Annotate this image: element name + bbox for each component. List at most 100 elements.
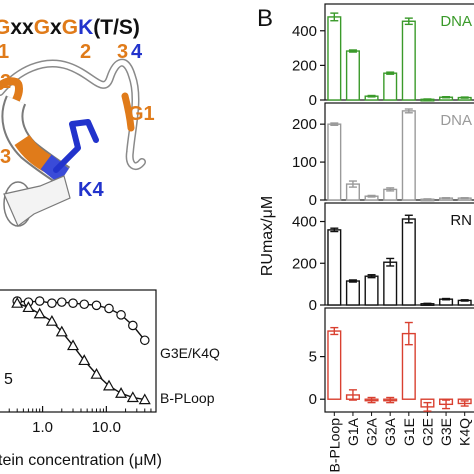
data-point-triangle [102,379,116,391]
bar-subplot: 0 200 400 RN [292,202,474,314]
bar [383,261,398,306]
data-point-triangle [66,339,80,351]
motif-segment: G [62,16,78,39]
y-tick-label: 0 [309,391,317,408]
y-tick-label: 400 [292,23,317,40]
motif-segment: x [50,16,62,39]
motif-segment: G [34,16,50,39]
category-label: B-PLoop [326,418,342,473]
motif-segment: G [0,16,10,39]
bar-subplot: 0 100 200 DNA [292,102,474,209]
bar [401,20,416,101]
motif-number: 3 [117,41,128,63]
subplot-frame [324,202,474,306]
motif-segment: (T/S) [93,16,140,39]
data-point-circle [139,335,150,346]
motif-number: 1 [0,41,9,63]
motif-segment: xx [10,16,34,39]
bar [327,123,342,201]
y-tick-label: 200 [292,116,317,133]
helix-barrel [3,175,71,227]
label-g3: 3 [0,146,11,168]
subplot-frame [324,102,474,201]
motif-segment: K [78,16,93,39]
y-tick-label: 5 [309,349,317,366]
y-tick-label: 400 [292,214,317,231]
data-point-circle [56,297,67,307]
category-label: G2A [364,417,380,446]
bar [327,229,342,306]
data-point-triangle [78,354,91,366]
data-point-triangle [138,393,151,405]
data-point-circle [91,300,102,311]
bar [383,72,398,101]
g2-segment [0,77,23,104]
data-point-triangle [11,296,24,308]
subplot-title: DNA [440,112,472,129]
bar [401,110,416,201]
data-point-circle [34,296,45,306]
data-point-circle [116,310,126,320]
bar [401,218,416,306]
partial-axis-label: 5 [4,371,13,388]
data-point-circle [104,303,114,314]
subplot-frame [324,307,474,413]
y-tick-label: 0 [309,192,317,209]
y-tick-label: 200 [292,255,317,272]
bar [345,50,360,101]
y-tick-label: 0 [309,92,317,109]
bar [327,330,342,400]
protein-structure [0,58,146,227]
series-label-g3e-k4q: G3E/K4Q [160,345,220,361]
binding-curve-plot: 1.0 10.0 5 G3E/K4Q B-PLoop tein concentra… [0,289,220,469]
curve-tick-label: 10.0 [92,419,121,436]
bar [327,16,342,101]
data-point-triangle [33,307,46,319]
category-label: G3A [382,417,398,446]
category-label: G1E [401,418,417,446]
data-point-triangle [55,325,68,337]
data-point-circle [47,298,57,308]
category-label: G1A [345,417,361,446]
motif-number: 2 [80,41,91,63]
data-point-triangle [115,387,128,398]
label-k4: K4 [78,179,104,201]
data-point-circle [128,320,138,331]
bar-category-labels: B-PLoop G1A G2A G3A G1E G2E G3E K4Q [326,412,473,473]
bar [364,275,379,306]
y-tick-label: 0 [309,297,317,314]
category-label: G2E [419,418,435,446]
bars-y-axis-label: RUmax/μM [259,196,276,276]
curve-plot-frame [0,289,157,413]
k4-side-chain [53,119,99,173]
data-point-circle [68,298,78,308]
g1-segment [121,92,135,132]
g3-segment [14,134,53,172]
y-tick-label: 100 [292,154,317,171]
curve-tick-label: 1.0 [32,419,53,436]
loop-ribbon [0,60,145,169]
y-tick-label: 200 [292,57,317,74]
curve-layer [11,296,151,405]
data-point-triangle [90,367,103,379]
curve-x-axis-label: tein concentration (μM) [0,452,162,469]
label-g2: 2 [0,71,11,93]
panel-b-label: B [257,5,273,32]
data-point-triangle [45,314,58,326]
bar [345,280,360,306]
data-point-triangle [126,391,139,403]
subplot-frame [324,3,474,101]
category-label: K4Q [457,418,473,446]
series-label-b-ploop: B-PLoop [160,390,215,406]
bar-subplot: 0 200 400 DNA [292,3,474,109]
p-loop-motif: GxxGxGK(T/S) [0,16,140,39]
curve-x-ticks: 1.0 10.0 [8,406,152,436]
data-point-triangle [22,301,35,313]
data-point-circle [79,299,90,310]
motif-number: 4 [131,41,143,63]
category-label: G3E [438,418,454,446]
